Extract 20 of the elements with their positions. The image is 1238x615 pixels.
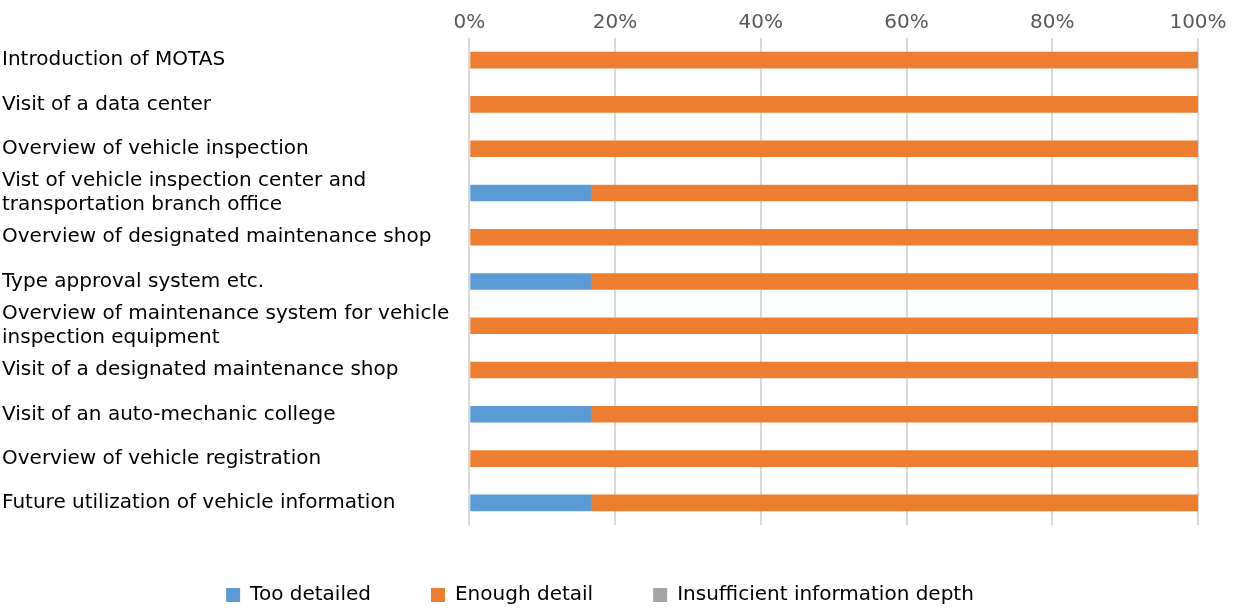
x-tick-label: 100% bbox=[1169, 9, 1227, 34]
legend-label: Insufficient information depth bbox=[677, 581, 974, 606]
legend-label: Enough detail bbox=[454, 581, 594, 606]
y-tick-label: Vist of vehicle inspection center and transportation branch office bbox=[2, 167, 367, 216]
y-tick-label: Overview of designated maintenance shop bbox=[2, 223, 432, 248]
y-tick-label: Future utilization of vehicle information bbox=[2, 489, 396, 514]
x-tick-label: 20% bbox=[592, 9, 638, 34]
y-tick-label: Overview of maintenance system for vehicle inspection equipment bbox=[2, 299, 450, 348]
y-tick-label: Visit of an auto-mechanic college bbox=[2, 400, 336, 425]
y-tick-label: Overview of vehicle registration bbox=[2, 444, 322, 469]
y-tick-label: Overview of vehicle inspection bbox=[2, 134, 309, 159]
x-tick-label: 0% bbox=[453, 9, 486, 34]
y-tick-label: Introduction of MOTAS bbox=[2, 46, 226, 71]
x-tick-label: 80% bbox=[1030, 9, 1075, 34]
y-tick-label: Type approval system etc. bbox=[1, 267, 265, 292]
x-tick-label: 60% bbox=[884, 9, 929, 34]
y-tick-label: Visit of a data center bbox=[2, 90, 212, 115]
legend-label: Too detailed bbox=[249, 581, 371, 606]
y-tick-label: Visit of a designated maintenance shop bbox=[2, 356, 399, 381]
x-tick-label: 40% bbox=[738, 9, 783, 34]
